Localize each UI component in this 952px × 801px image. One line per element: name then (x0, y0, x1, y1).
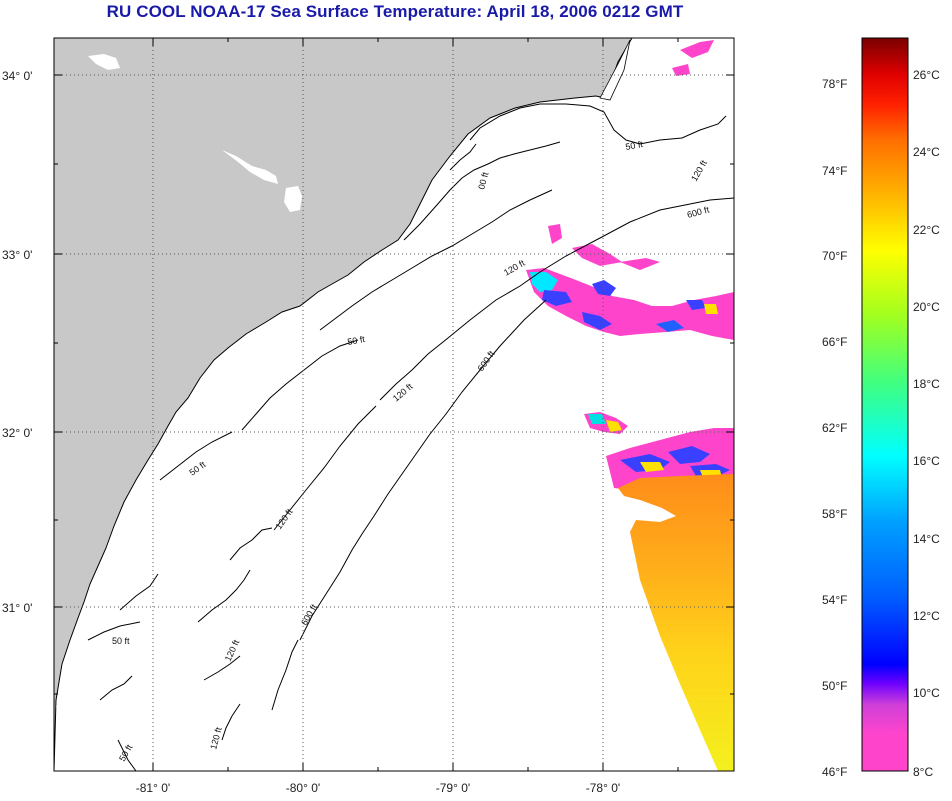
contour-label-50ft-north: 50 ft (625, 139, 644, 152)
cb-f-50: 50°F (822, 679, 847, 693)
cb-f-78: 78°F (822, 77, 847, 91)
depth-contours (87, 103, 734, 771)
lat-label-32: 32° 0' (2, 426, 32, 440)
cb-c-16: 16°C (913, 454, 940, 468)
cb-f-58: 58°F (822, 507, 847, 521)
axis-ticks (54, 38, 734, 771)
inland-lake-4 (56, 706, 74, 720)
cb-c-12: 12°C (913, 609, 940, 623)
lon-label-80: -80° 0' (286, 781, 320, 795)
lat-label-33: 33° 0' (2, 248, 32, 262)
cb-f-46: 46°F (822, 765, 847, 779)
colorbar-fahrenheit-labels: 78°F 74°F 70°F 66°F 62°F 58°F 54°F 50°F … (822, 77, 847, 779)
inland-lake-2 (222, 150, 278, 184)
lon-label-79: -79° 0' (436, 781, 470, 795)
cb-f-66: 66°F (822, 335, 847, 349)
coastal-sound (599, 39, 631, 101)
cb-f-54: 54°F (822, 593, 847, 607)
lon-label-81: -81° 0' (136, 781, 170, 795)
cb-c-22: 22°C (913, 223, 940, 237)
cb-c-24: 24°C (913, 145, 940, 159)
colorbar (861, 37, 909, 772)
longitude-labels: -81° 0' -80° 0' -79° 0' -78° 0' (136, 781, 620, 795)
colorbar-celsius-labels: 26°C 24°C 22°C 20°C 18°C 16°C 14°C 12°C … (913, 68, 940, 779)
lat-label-31: 31° 0' (2, 601, 32, 615)
latitude-labels: 34° 0' 33° 0' 32° 0' 31° 0' (2, 69, 32, 615)
lat-label-34: 34° 0' (2, 69, 32, 83)
land-area (54, 38, 633, 771)
cb-c-8: 8°C (913, 765, 933, 779)
inland-lake-3 (284, 186, 302, 212)
cb-c-26: 26°C (913, 68, 940, 82)
map-frame (53, 37, 735, 772)
contour-label-50ft-south: 50 ft (112, 636, 130, 646)
cb-f-62: 62°F (822, 421, 847, 435)
sst-data-layer (526, 40, 734, 771)
cb-f-74: 74°F (822, 164, 847, 178)
graticule (54, 38, 734, 771)
map-title: RU COOL NOAA-17 Sea Surface Temperature:… (106, 2, 684, 21)
contour-label-50ft-mid: 50 ft (347, 334, 366, 347)
cb-c-18: 18°C (913, 377, 940, 391)
contour-label-00ft: 00 ft (476, 171, 490, 191)
inland-lake-1 (88, 54, 120, 70)
cb-c-14: 14°C (913, 532, 940, 546)
cb-f-70: 70°F (822, 249, 847, 263)
cb-c-10: 10°C (913, 686, 940, 700)
cb-c-20: 20°C (913, 300, 940, 314)
lon-label-78: -78° 0' (586, 781, 620, 795)
